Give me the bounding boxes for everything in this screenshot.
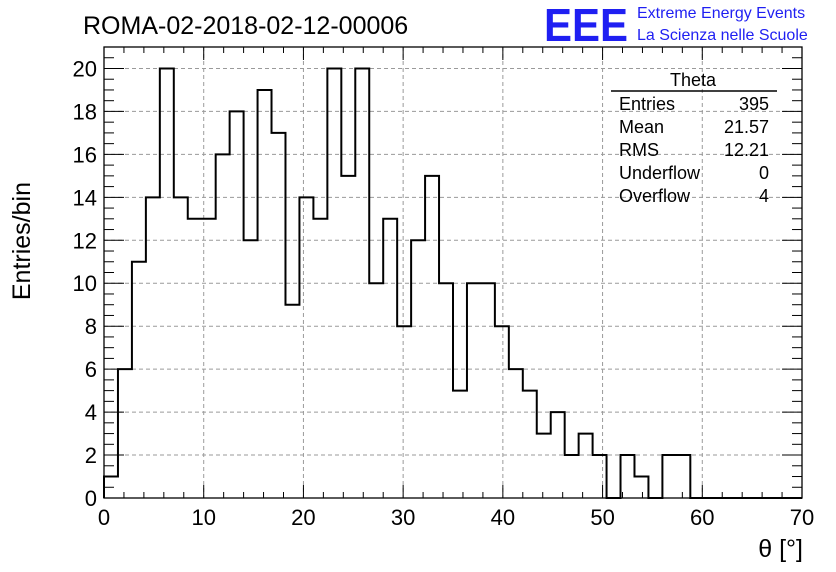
y-tick-label: 10 <box>73 271 97 296</box>
grid <box>104 47 802 498</box>
x-axis-title: θ [°] <box>758 535 803 563</box>
stats-value: 21.57 <box>724 117 769 137</box>
x-tick-label: 0 <box>98 505 110 530</box>
y-tick-label: 12 <box>73 228 97 253</box>
stats-label: Mean <box>619 117 664 137</box>
stats-label: Entries <box>619 94 675 114</box>
y-tick-label: 0 <box>85 486 97 511</box>
plot-frame <box>103 46 803 499</box>
y-tick-label: 4 <box>85 400 97 425</box>
stats-value: 4 <box>759 186 769 206</box>
y-tick-label: 2 <box>85 443 97 468</box>
x-tick-label: 60 <box>690 505 714 530</box>
y-tick-label: 18 <box>73 99 97 124</box>
y-tick-label: 8 <box>85 314 97 339</box>
x-tick-label: 50 <box>590 505 614 530</box>
y-tick-label: 20 <box>73 56 97 81</box>
stats-value: 395 <box>739 94 769 114</box>
eee-logo: EEE Extreme Energy Events La Scienza nel… <box>544 0 808 51</box>
x-tick-labels: 0 10 20 30 40 50 60 70 <box>98 505 814 530</box>
y-axis-title: Entries/bin <box>8 182 36 300</box>
y-tick-label: 6 <box>85 357 97 382</box>
x-tick-label: 40 <box>491 505 515 530</box>
y-tick-labels: 0 2 4 6 8 10 12 14 16 18 20 <box>73 56 97 511</box>
x-tick-label: 30 <box>391 505 415 530</box>
logo-line-1: Extreme Energy Events <box>637 5 805 22</box>
eee-logo-mark: EEE <box>544 0 628 51</box>
stats-label: Underflow <box>619 163 701 183</box>
stats-rows: Entries 395 Mean 21.57 RMS 12.21 Underflow 0 Ove… <box>619 94 769 206</box>
chart-title: ROMA-02-2018-02-12-00006 <box>83 12 408 40</box>
stats-label: RMS <box>619 140 659 160</box>
stats-value: 12.21 <box>724 140 769 160</box>
y-tick-label: 14 <box>73 185 97 210</box>
stats-box: Theta Entries 395 Mean 21.57 RMS 12.21 Underfl… <box>611 70 777 206</box>
axis-ticks <box>103 46 803 499</box>
stats-title: Theta <box>670 70 717 90</box>
y-tick-label: 16 <box>73 142 97 167</box>
x-tick-label: 20 <box>291 505 315 530</box>
stats-label: Overflow <box>619 186 691 206</box>
stats-value: 0 <box>759 163 769 183</box>
logo-line-2: La Scienza nelle Scuole <box>637 27 808 44</box>
x-tick-label: 10 <box>191 505 215 530</box>
histogram-outline <box>103 67 802 499</box>
x-tick-label: 70 <box>790 505 814 530</box>
